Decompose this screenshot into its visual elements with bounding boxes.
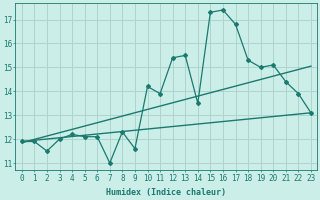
X-axis label: Humidex (Indice chaleur): Humidex (Indice chaleur) — [106, 188, 226, 197]
